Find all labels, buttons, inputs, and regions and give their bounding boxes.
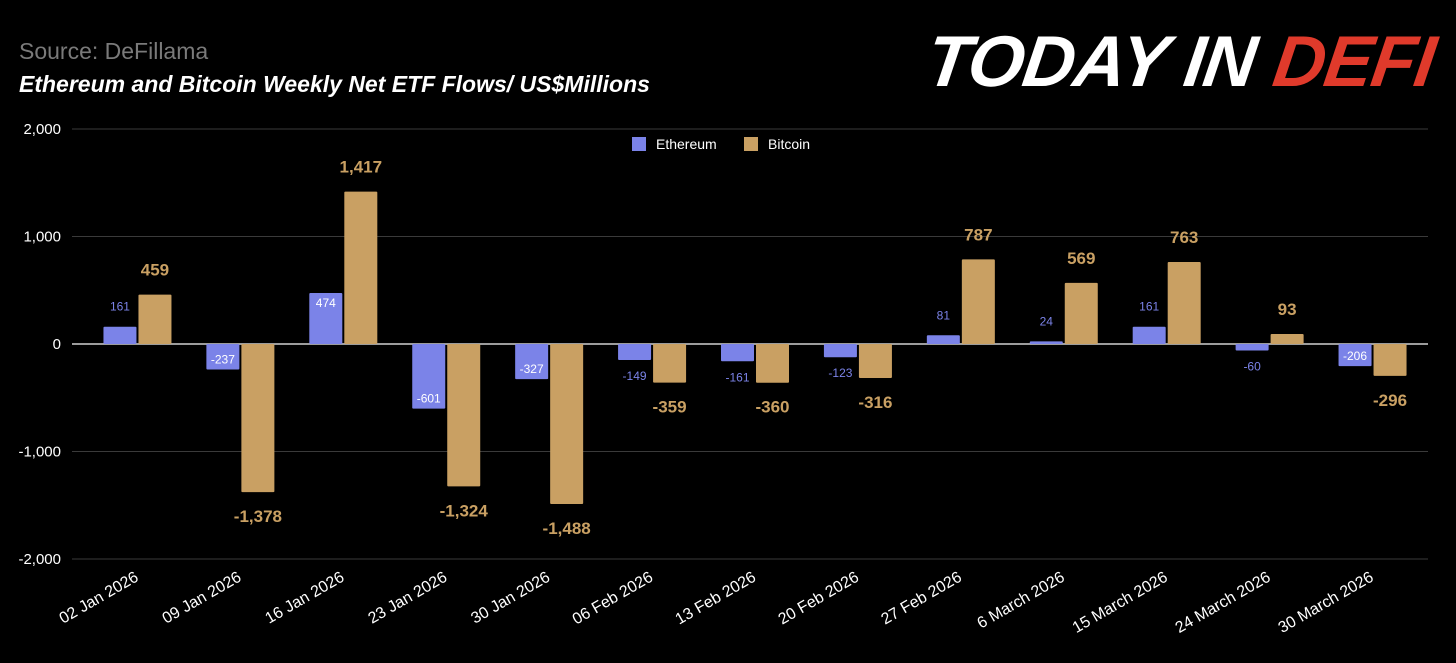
x-tick-label: 30 Jan 2026: [468, 569, 553, 628]
bitcoin-data-label: -1,488: [543, 519, 591, 538]
ethereum-data-label: 24: [1040, 314, 1054, 328]
bitcoin-bar: [1064, 282, 1098, 344]
bitcoin-bar: [858, 344, 892, 378]
ethereum-bar: [1235, 344, 1269, 351]
ethereum-bar: [1132, 326, 1166, 344]
bitcoin-data-label: 569: [1067, 249, 1095, 268]
bitcoin-bar: [961, 259, 995, 344]
x-tick-label: 15 March 2026: [1070, 569, 1171, 637]
bitcoin-bar: [344, 191, 378, 344]
ethereum-data-label: -206: [1343, 349, 1367, 363]
ethereum-bar: [1029, 341, 1063, 344]
x-tick-label: 24 March 2026: [1173, 569, 1274, 637]
ethereum-data-label: -60: [1243, 359, 1261, 373]
ethereum-data-label: -161: [725, 370, 749, 384]
bitcoin-data-label: 459: [141, 261, 169, 280]
bitcoin-bar: [550, 344, 584, 504]
ethereum-data-label: -149: [623, 369, 647, 383]
ethereum-data-label: 474: [316, 296, 336, 310]
ethereum-bar: [926, 335, 960, 344]
ethereum-bar: [1338, 344, 1372, 367]
x-tick-label: 16 Jan 2026: [263, 569, 348, 628]
bitcoin-bar: [1373, 344, 1407, 376]
ethereum-bar: [515, 344, 549, 380]
bitcoin-data-label: 93: [1278, 300, 1297, 319]
y-tick-label: -2,000: [18, 551, 61, 568]
bitcoin-data-label: -296: [1373, 391, 1407, 410]
x-tick-label: 30 March 2026: [1276, 569, 1377, 637]
bitcoin-bar: [1270, 334, 1304, 344]
y-tick-label: 0: [53, 336, 61, 353]
ethereum-bar: [823, 344, 857, 358]
ethereum-data-label: -123: [828, 366, 852, 380]
bitcoin-data-label: -1,324: [440, 501, 489, 520]
ethereum-data-label: 81: [937, 308, 951, 322]
x-tick-label: 06 Feb 2026: [570, 569, 656, 629]
ethereum-bar: [721, 344, 754, 362]
ethereum-data-label: -601: [417, 392, 441, 406]
ethereum-bar: [309, 293, 343, 344]
y-tick-label: -1,000: [18, 444, 61, 461]
ethereum-bar: [103, 326, 137, 344]
bitcoin-data-label: 787: [964, 225, 992, 244]
x-tick-label: 20 Feb 2026: [776, 569, 862, 629]
bitcoin-bar: [138, 294, 172, 344]
ethereum-data-label: 161: [1139, 300, 1159, 314]
bitcoin-data-label: -316: [858, 393, 892, 412]
bitcoin-data-label: 1,417: [340, 158, 383, 177]
bitcoin-bar: [756, 344, 789, 383]
ethereum-data-label: 161: [110, 300, 130, 314]
source-label: Source: DeFillama: [19, 38, 209, 64]
x-tick-label: 02 Jan 2026: [57, 569, 142, 628]
x-tick-label: 13 Feb 2026: [673, 569, 759, 629]
bitcoin-bar: [653, 344, 687, 383]
ethereum-bar: [412, 344, 446, 409]
x-tick-label: 09 Jan 2026: [160, 569, 245, 628]
x-tick-label: 23 Jan 2026: [365, 569, 450, 628]
ethereum-bar: [618, 344, 652, 361]
chart-title: Ethereum and Bitcoin Weekly Net ETF Flow…: [19, 71, 650, 97]
legend-bitcoin-swatch: [744, 137, 758, 151]
ethereum-bar: [206, 344, 240, 370]
bitcoin-data-label: -1,378: [234, 507, 282, 526]
bitcoin-bar: [447, 344, 481, 487]
legend-bitcoin-label: Bitcoin: [768, 136, 810, 152]
ethereum-data-label: -237: [211, 352, 235, 366]
bitcoin-bar: [241, 344, 275, 493]
bitcoin-bar: [1167, 261, 1201, 344]
legend-ethereum-label: Ethereum: [656, 136, 717, 152]
legend-ethereum-swatch: [632, 137, 646, 151]
x-tick-label: 6 March 2026: [975, 569, 1068, 633]
bitcoin-data-label: -359: [653, 398, 687, 417]
bitcoin-data-label: -360: [755, 398, 789, 417]
bitcoin-data-label: 763: [1170, 228, 1198, 247]
y-tick-label: 2,000: [23, 121, 61, 138]
ethereum-data-label: -327: [520, 362, 544, 376]
y-tick-label: 1,000: [23, 229, 61, 246]
x-tick-label: 27 Feb 2026: [879, 569, 965, 629]
